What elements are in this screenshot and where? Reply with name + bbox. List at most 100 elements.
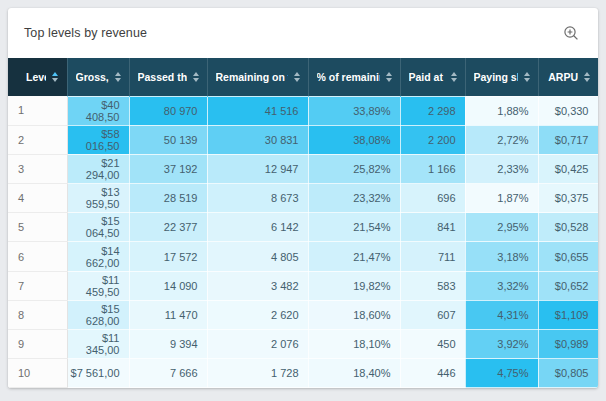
sort-icon	[524, 72, 530, 82]
table-row: 1$40 408,5080 97041 51633,89%2 2981,88%$…	[8, 96, 598, 125]
column-header-remaining-on-the-level[interactable]: Remaining on the level	[207, 58, 308, 96]
column-header-gross[interactable]: Gross, $	[67, 58, 129, 96]
cell-percent-of-remaining-users: 23,32%	[308, 184, 400, 213]
table-row: 7$11 459,5014 0903 48219,82%5833,32%$0,6…	[8, 271, 598, 300]
sort-icon	[52, 72, 58, 82]
cell-remaining-on-the-level: 3 482	[207, 271, 308, 300]
cell-passed-the-level: 9 394	[129, 330, 207, 359]
cell-level: 9	[8, 330, 67, 359]
cell-paid-at-level: 583	[400, 271, 465, 300]
cell-level: 8	[8, 300, 67, 329]
cell-passed-the-level: 50 139	[129, 125, 207, 154]
cell-passed-the-level: 80 970	[129, 96, 207, 125]
column-header-paying-share[interactable]: Paying share, %	[465, 58, 538, 96]
column-header-passed-the-level[interactable]: Passed the level	[129, 58, 207, 96]
zoom-in-button[interactable]	[560, 22, 582, 44]
column-label: Paid at level	[409, 71, 445, 83]
cell-arpu: $1,109	[538, 300, 598, 329]
cell-percent-of-remaining-users: 21,47%	[308, 242, 400, 271]
cell-percent-of-remaining-users: 18,10%	[308, 330, 400, 359]
cell-gross: $7 561,00	[67, 359, 129, 388]
cell-arpu: $0,652	[538, 271, 598, 300]
cell-paying-share: 3,92%	[465, 330, 538, 359]
column-header-level[interactable]: Level	[8, 58, 67, 96]
sort-icon	[451, 72, 457, 82]
cell-gross: $11 459,50	[67, 271, 129, 300]
column-header-percent-of-remaining-users[interactable]: % of remaining users	[308, 58, 400, 96]
cell-paying-share: 3,32%	[465, 271, 538, 300]
cell-gross: $58 016,50	[67, 125, 129, 154]
cell-arpu: $0,425	[538, 154, 598, 183]
table-row: 10$7 561,007 6661 72818,40%4464,75%$0,80…	[8, 359, 598, 388]
cell-passed-the-level: 37 192	[129, 154, 207, 183]
column-label: Remaining on the level	[216, 71, 288, 83]
table-row: 8$15 628,0011 4702 62018,60%6074,31%$1,1…	[8, 300, 598, 329]
cell-passed-the-level: 11 470	[129, 300, 207, 329]
table-body: 1$40 408,5080 97041 51633,89%2 2981,88%$…	[8, 96, 598, 388]
sort-icon	[115, 72, 121, 82]
card-title-bar: Top levels by revenue	[8, 8, 598, 58]
cell-arpu: $0,717	[538, 125, 598, 154]
cell-paid-at-level: 607	[400, 300, 465, 329]
table-row: 9$11 345,009 3942 07618,10%4503,92%$0,98…	[8, 330, 598, 359]
cell-arpu: $0,330	[538, 96, 598, 125]
sort-icon	[193, 72, 199, 82]
cell-paying-share: 2,33%	[465, 154, 538, 183]
cell-passed-the-level: 17 572	[129, 242, 207, 271]
top-levels-table: Level Gross, $ Passed the level Remaining o…	[8, 58, 598, 388]
cell-arpu: $0,375	[538, 184, 598, 213]
cell-level: 1	[8, 96, 67, 125]
cell-paying-share: 4,31%	[465, 300, 538, 329]
cell-level: 5	[8, 213, 67, 242]
table-header-row: Level Gross, $ Passed the level Remaining o…	[8, 58, 598, 96]
column-label: % of remaining users	[317, 71, 380, 83]
cell-percent-of-remaining-users: 25,82%	[308, 154, 400, 183]
cell-level: 6	[8, 242, 67, 271]
cell-level: 3	[8, 154, 67, 183]
cell-percent-of-remaining-users: 18,60%	[308, 300, 400, 329]
cell-remaining-on-the-level: 30 831	[207, 125, 308, 154]
cell-arpu: $0,989	[538, 330, 598, 359]
cell-arpu: $0,528	[538, 213, 598, 242]
cell-remaining-on-the-level: 2 620	[207, 300, 308, 329]
column-label: Paying share, %	[474, 71, 518, 83]
cell-remaining-on-the-level: 6 142	[207, 213, 308, 242]
cell-paying-share: 2,95%	[465, 213, 538, 242]
cell-percent-of-remaining-users: 38,08%	[308, 125, 400, 154]
cell-passed-the-level: 28 519	[129, 184, 207, 213]
cell-arpu: $0,655	[538, 242, 598, 271]
cell-paid-at-level: 2 200	[400, 125, 465, 154]
cell-level: 4	[8, 184, 67, 213]
cell-level: 7	[8, 271, 67, 300]
cell-passed-the-level: 14 090	[129, 271, 207, 300]
cell-passed-the-level: 7 666	[129, 359, 207, 388]
table-row: 5$15 064,5022 3776 14221,54%8412,95%$0,5…	[8, 213, 598, 242]
cell-percent-of-remaining-users: 19,82%	[308, 271, 400, 300]
column-label: Gross, $	[76, 71, 109, 83]
cell-level: 2	[8, 125, 67, 154]
cell-remaining-on-the-level: 4 805	[207, 242, 308, 271]
cell-remaining-on-the-level: 41 516	[207, 96, 308, 125]
cell-percent-of-remaining-users: 18,40%	[308, 359, 400, 388]
cell-paid-at-level: 450	[400, 330, 465, 359]
cell-paid-at-level: 2 298	[400, 96, 465, 125]
column-label: Passed the level	[138, 71, 187, 83]
sort-icon	[386, 72, 392, 82]
column-header-paid-at-level[interactable]: Paid at level	[400, 58, 465, 96]
sort-icon	[294, 72, 300, 82]
cell-paying-share: 4,75%	[465, 359, 538, 388]
cell-gross: $14 662,00	[67, 242, 129, 271]
cell-gross: $11 345,00	[67, 330, 129, 359]
cell-paid-at-level: 841	[400, 213, 465, 242]
column-header-arpu[interactable]: ARPU	[538, 58, 598, 96]
cell-arpu: $0,805	[538, 359, 598, 388]
magnifier-plus-icon	[563, 25, 580, 42]
cell-level: 10	[8, 359, 67, 388]
cell-gross: $15 064,50	[67, 213, 129, 242]
cell-gross: $13 959,50	[67, 184, 129, 213]
cell-paying-share: 1,88%	[465, 96, 538, 125]
cell-paid-at-level: 711	[400, 242, 465, 271]
cell-remaining-on-the-level: 2 076	[207, 330, 308, 359]
cell-gross: $21 294,00	[67, 154, 129, 183]
cell-paying-share: 2,72%	[465, 125, 538, 154]
